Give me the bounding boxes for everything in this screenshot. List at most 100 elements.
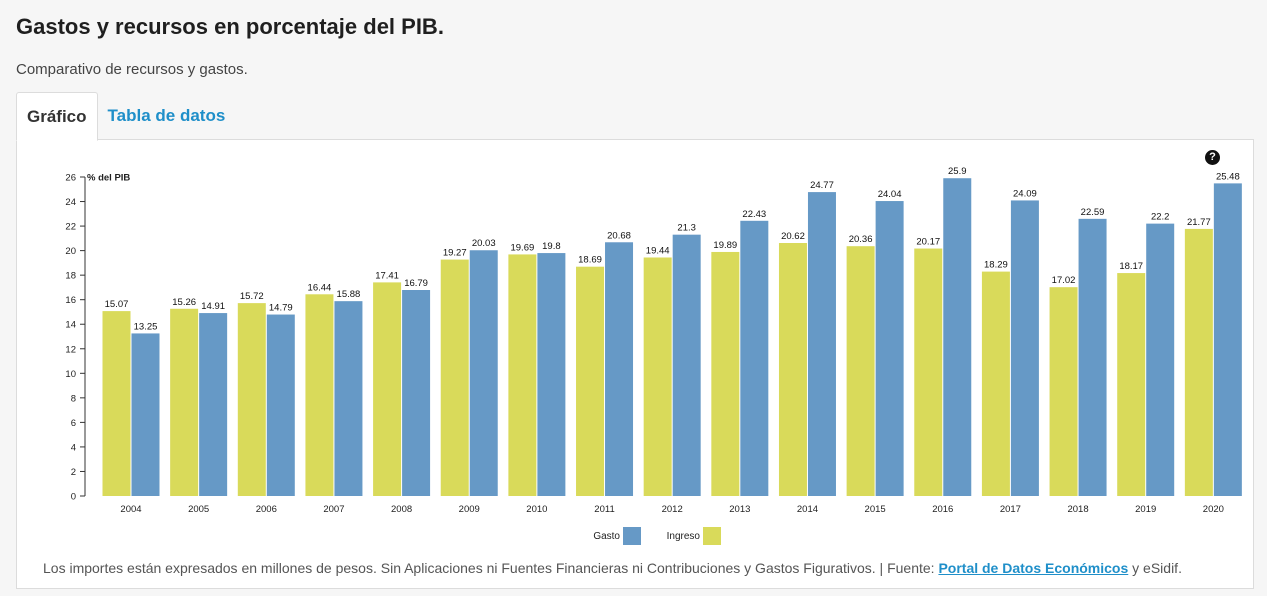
data-label-gasto: 25.9 — [948, 166, 967, 177]
data-label-ingreso: 19.27 — [443, 248, 467, 259]
data-label-ingreso: 19.44 — [646, 245, 670, 256]
bar-gasto — [1010, 200, 1039, 496]
bar-gasto — [199, 313, 228, 496]
y-tick-label: 22 — [65, 222, 76, 233]
x-tick-label: 2011 — [594, 504, 614, 515]
y-tick-label: 12 — [65, 344, 76, 355]
legend-label-ingreso: Ingreso — [667, 531, 701, 542]
data-label-ingreso: 20.36 — [849, 234, 873, 245]
bar-ingreso — [778, 243, 807, 496]
bar-ingreso — [981, 271, 1010, 496]
bar-gasto — [807, 192, 836, 496]
data-label-gasto: 24.77 — [810, 180, 834, 191]
x-tick-label: 2010 — [526, 504, 547, 515]
x-tick-label: 2012 — [662, 504, 683, 515]
y-axis-label: % del PIB — [87, 173, 130, 184]
x-tick-label: 2008 — [391, 504, 412, 515]
x-tick-label: 2016 — [932, 504, 953, 515]
data-label-ingreso: 21.77 — [1187, 217, 1211, 228]
x-tick-label: 2013 — [729, 504, 750, 515]
data-label-gasto: 20.68 — [607, 230, 631, 241]
data-label-gasto: 16.79 — [404, 278, 428, 289]
data-label-gasto: 21.3 — [677, 223, 696, 234]
y-tick-label: 18 — [65, 271, 76, 282]
y-tick-label: 20 — [65, 246, 76, 257]
bar-gasto — [1078, 218, 1107, 496]
data-label-gasto: 13.25 — [134, 321, 158, 332]
tab-bar: Gráfico Tabla de datos — [16, 92, 235, 141]
page-title: Gastos y recursos en porcentaje del PIB. — [16, 14, 444, 39]
bar-gasto — [469, 250, 498, 496]
data-label-gasto: 19.8 — [542, 241, 561, 252]
x-tick-label: 2018 — [1067, 504, 1088, 515]
y-tick-label: 16 — [65, 295, 76, 306]
tab-grafico[interactable]: Gráfico — [16, 92, 98, 141]
bar-ingreso — [576, 266, 605, 496]
data-label-ingreso: 19.89 — [713, 240, 737, 251]
data-label-ingreso: 18.69 — [578, 255, 602, 266]
bar-gasto — [605, 242, 634, 496]
bar-ingreso — [373, 282, 402, 496]
data-label-ingreso: 18.17 — [1119, 261, 1143, 272]
data-label-gasto: 20.03 — [472, 238, 496, 249]
data-label-gasto: 14.91 — [201, 301, 225, 312]
bar-ingreso — [1117, 273, 1146, 496]
y-tick-label: 10 — [65, 369, 76, 380]
page-subtitle: Comparativo de recursos y gastos. — [16, 61, 248, 78]
data-label-gasto: 24.09 — [1013, 188, 1037, 199]
x-tick-label: 2005 — [188, 504, 209, 515]
x-tick-label: 2014 — [797, 504, 818, 515]
data-label-gasto: 15.88 — [337, 289, 361, 300]
y-tick-label: 6 — [71, 418, 76, 429]
bar-gasto — [740, 220, 769, 496]
bar-gasto — [402, 289, 431, 496]
bar-ingreso — [440, 259, 469, 496]
legend-label-gasto: Gasto — [593, 531, 620, 542]
tab-tabla-de-datos[interactable]: Tabla de datos — [107, 106, 226, 125]
bar-ingreso — [711, 251, 740, 496]
data-label-ingreso: 15.07 — [105, 299, 129, 310]
bar-gasto — [131, 333, 160, 496]
data-label-gasto: 24.04 — [878, 189, 902, 200]
source-link[interactable]: Portal de Datos Económicos — [938, 560, 1129, 576]
chart-panel: 0 2 4 6 8 10 12 14 16 18 20 22 24 26% del PIB 15.07 13.… — [16, 139, 1254, 589]
footnote-suffix: y eSidif. — [1132, 560, 1182, 576]
bar-ingreso — [508, 254, 537, 496]
bar-ingreso — [846, 246, 875, 496]
x-tick-label: 2009 — [459, 504, 480, 515]
bar-ingreso — [914, 248, 943, 496]
y-tick-label: 8 — [71, 393, 76, 404]
x-tick-label: 2004 — [120, 504, 141, 515]
data-label-ingreso: 19.69 — [510, 242, 534, 253]
data-label-ingreso: 16.44 — [308, 282, 332, 293]
footnote: Los importes están expresados en millone… — [43, 560, 1182, 576]
y-tick-label: 26 — [65, 173, 76, 184]
help-icon[interactable]: ? — [1205, 150, 1220, 165]
bar-gasto — [537, 253, 566, 496]
data-label-gasto: 22.43 — [742, 209, 766, 220]
bar-gasto — [943, 178, 972, 496]
bar-gasto — [266, 314, 295, 496]
bar-ingreso — [305, 294, 334, 496]
legend-swatch-gasto — [623, 527, 641, 545]
x-tick-label: 2020 — [1203, 504, 1224, 515]
footnote-text: Los importes están expresados en millone… — [43, 560, 935, 576]
bar-gasto — [334, 301, 363, 496]
x-tick-label: 2019 — [1135, 504, 1156, 515]
x-tick-label: 2007 — [323, 504, 344, 515]
bar-gasto — [875, 201, 904, 496]
legend-swatch-ingreso — [703, 527, 721, 545]
data-label-ingreso: 18.29 — [984, 260, 1008, 271]
data-label-gasto: 22.59 — [1081, 207, 1105, 218]
data-label-ingreso: 17.02 — [1052, 275, 1076, 286]
bar-gasto — [1213, 183, 1242, 496]
y-tick-label: 0 — [71, 492, 76, 503]
data-label-gasto: 14.79 — [269, 303, 293, 314]
bar-ingreso — [102, 311, 131, 496]
data-label-gasto: 22.2 — [1151, 212, 1170, 223]
bar-gasto — [672, 234, 701, 496]
data-label-ingreso: 15.26 — [172, 297, 196, 308]
y-tick-label: 4 — [71, 442, 76, 453]
bar-gasto — [1146, 223, 1175, 496]
